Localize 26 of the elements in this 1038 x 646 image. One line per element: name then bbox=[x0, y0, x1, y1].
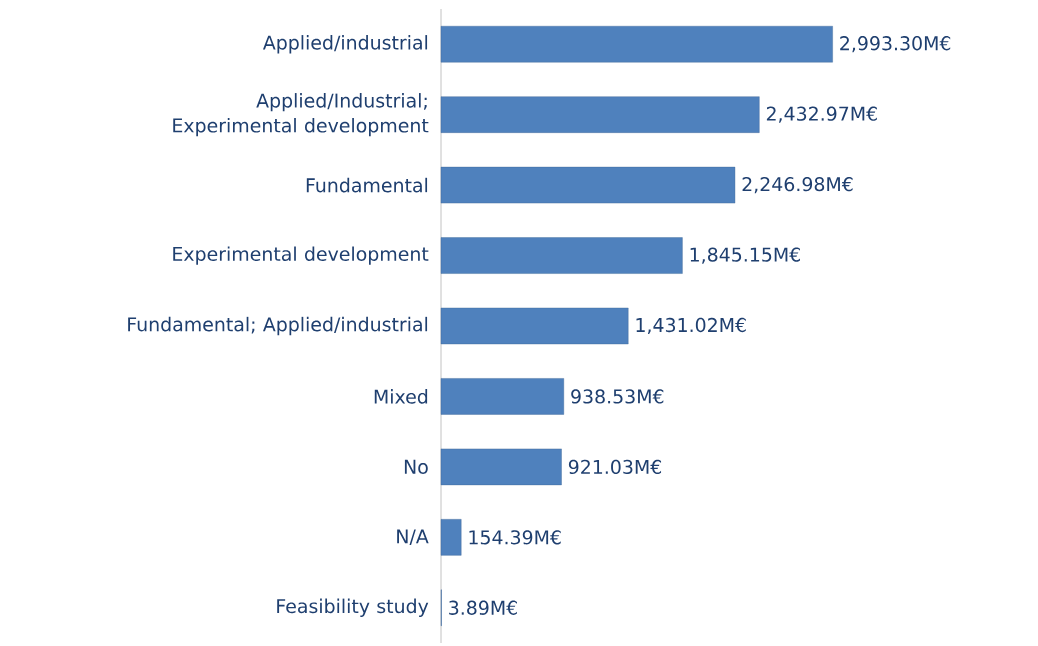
data-label: 2,993.30M€ bbox=[840, 36, 951, 53]
bar bbox=[440, 237, 683, 274]
bar bbox=[440, 448, 562, 486]
data-label: 3.89M€ bbox=[449, 600, 517, 615]
y-tick-label: Feasibility study bbox=[277, 598, 429, 617]
y-tick-label: Mixed bbox=[374, 389, 428, 404]
data-label: 938.53M€ bbox=[571, 389, 664, 404]
y-tick-label: Fundamental bbox=[306, 177, 428, 193]
data-label: 1,431.02M€ bbox=[636, 317, 746, 335]
data-label: 2,246.98M€ bbox=[742, 176, 853, 194]
bar bbox=[440, 378, 564, 415]
data-label: 1,845.15M€ bbox=[690, 247, 800, 264]
y-tick-label: N/A bbox=[397, 529, 429, 546]
bar bbox=[440, 96, 760, 133]
data-label: 2,432.97M€ bbox=[766, 106, 877, 123]
bar bbox=[440, 166, 736, 204]
y-tick-label: Applied/industrial bbox=[262, 35, 428, 54]
data-label: 921.03M€ bbox=[568, 459, 662, 475]
y-tick-label: Applied/Industrial; Experimental development bbox=[173, 93, 429, 137]
y-tick-label: Fundamental; Applied/industrial bbox=[128, 316, 428, 336]
bar bbox=[440, 307, 629, 345]
bar bbox=[440, 26, 833, 63]
y-tick-label: Experimental development bbox=[173, 246, 429, 265]
data-label: 154.39M€ bbox=[469, 530, 561, 545]
y-tick-label: No bbox=[404, 459, 428, 474]
bar bbox=[440, 519, 462, 556]
